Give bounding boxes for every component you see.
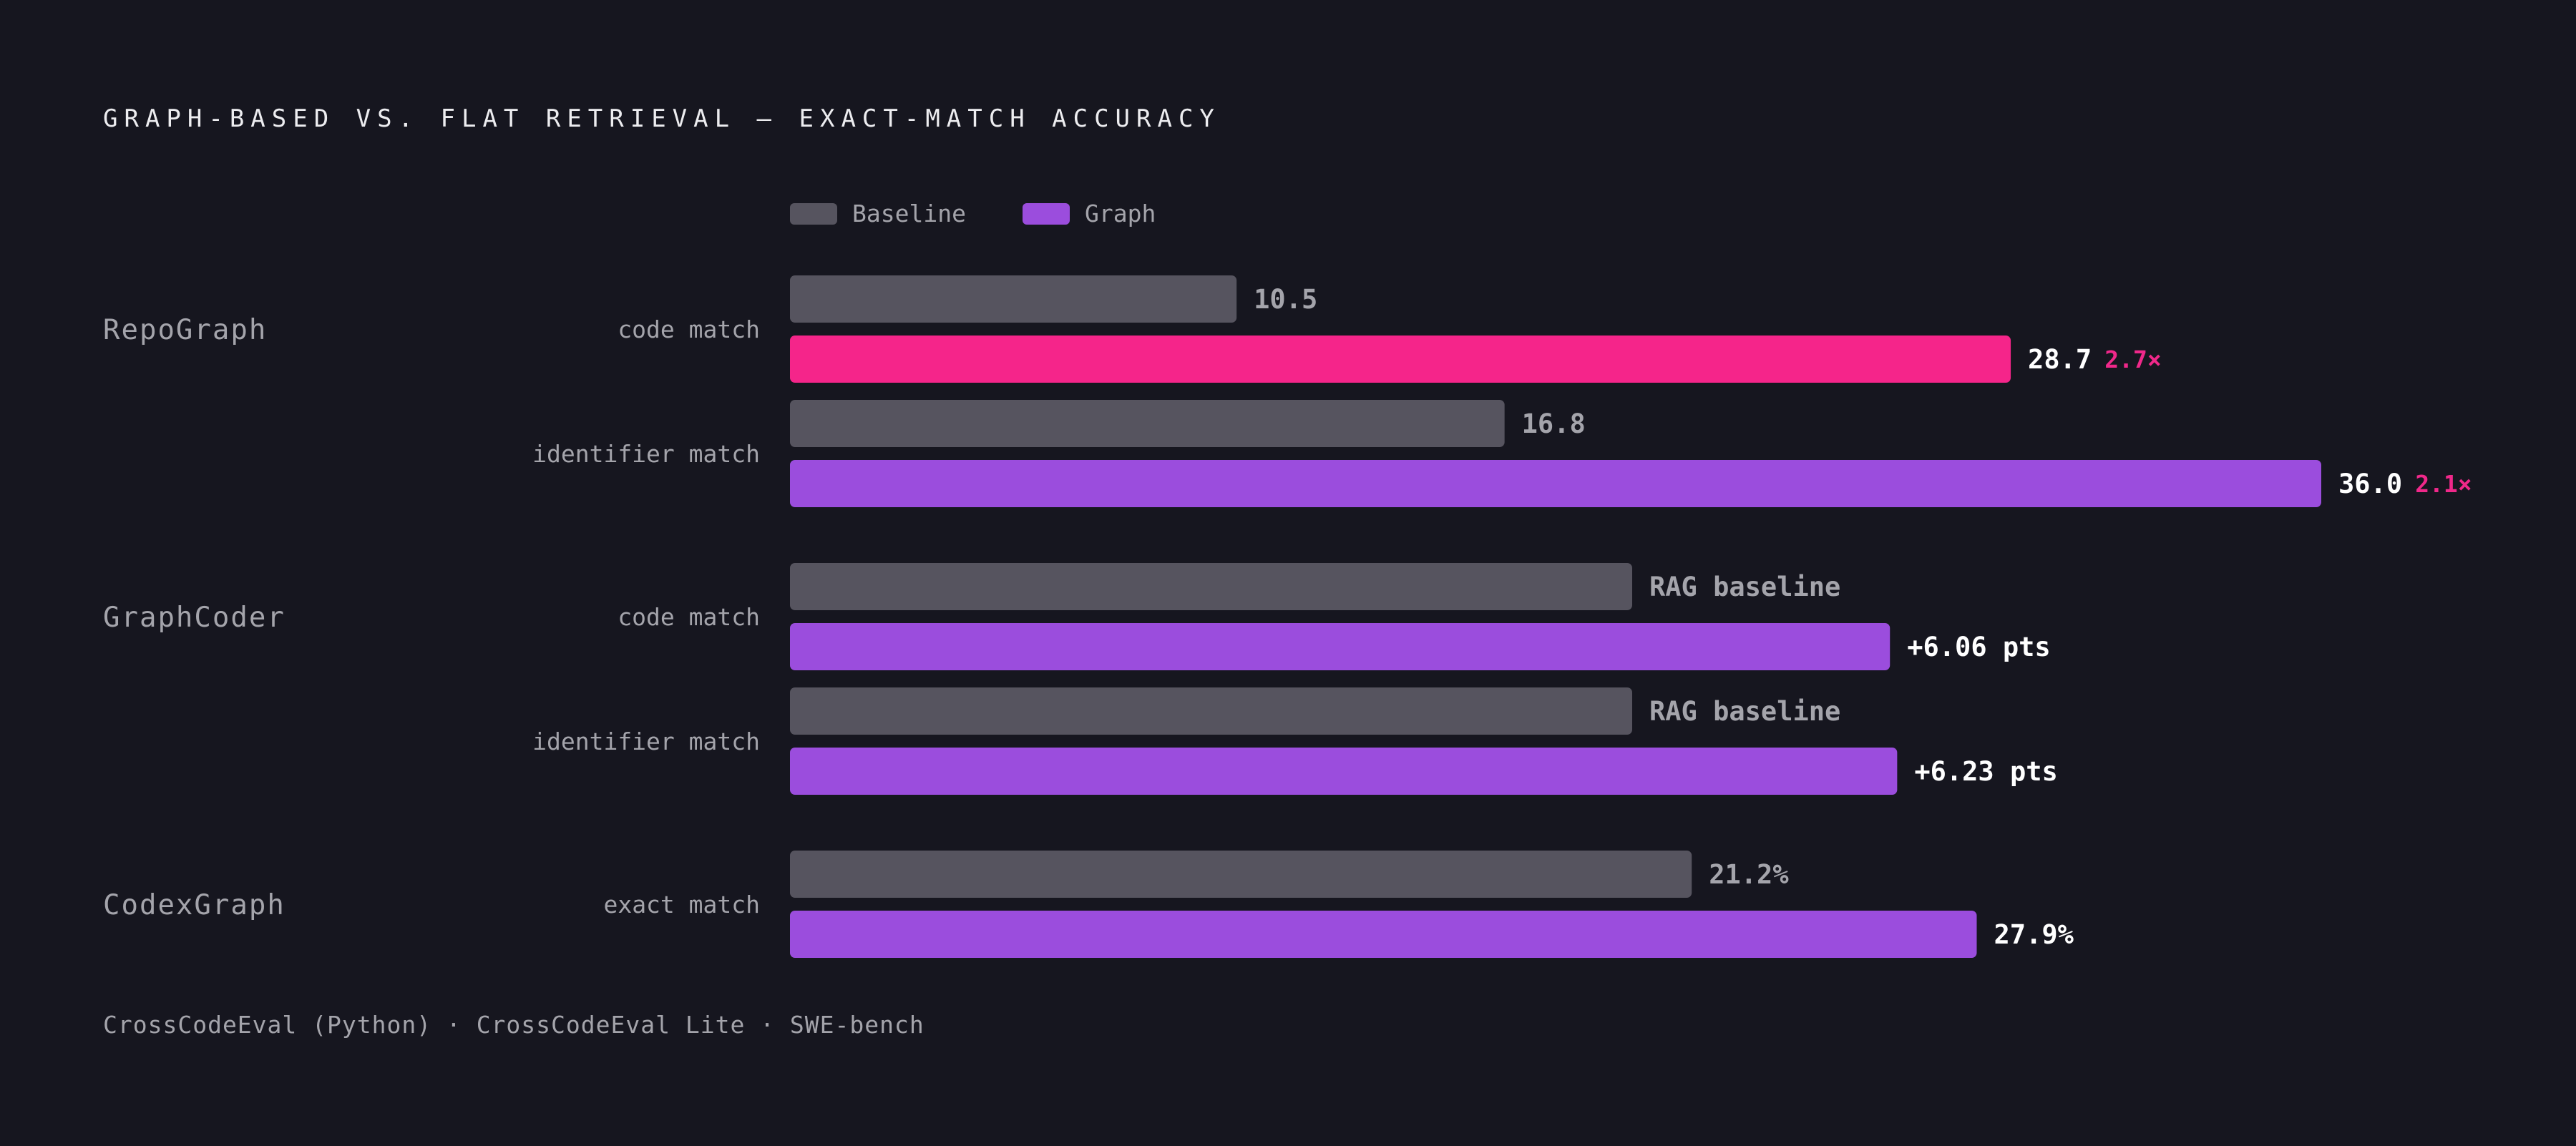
chart-title: GRAPH-BASED VS. FLAT RETRIEVAL — EXACT-M…: [103, 104, 1221, 133]
value-label-baseline-repograph-code-match: 10.5: [1254, 284, 1317, 315]
value-label-graph-repograph-identifier-match: 36.0: [2338, 469, 2402, 499]
bar-baseline-graphcoder-identifier-match: [790, 687, 1632, 735]
value-label-baseline-graphcoder-identifier-match: RAG baseline: [1649, 696, 1840, 727]
value-label-graph-graphcoder-code-match: +6.06 pts: [1907, 632, 2050, 662]
bar-graph-graphcoder-identifier-match: [790, 748, 1898, 795]
bar-graph-codexgraph-exact-match: [790, 911, 1977, 958]
metric-label-graphcoder-identifier-match: identifier match: [532, 728, 760, 755]
group-label-codexgraph: CodexGraph: [103, 889, 286, 921]
chart-footnote: CrossCodeEval (Python) · CrossCodeEval L…: [103, 1011, 924, 1039]
bar-baseline-repograph-identifier-match: [790, 400, 1505, 447]
ratio-label-repograph-identifier-match: 2.1×: [2415, 470, 2472, 498]
legend-label-baseline: Baseline: [852, 200, 966, 227]
bar-baseline-repograph-code-match: [790, 275, 1237, 323]
bar-baseline-codexgraph-exact-match: [790, 851, 1692, 898]
metric-label-codexgraph-exact-match: exact match: [603, 891, 760, 919]
value-label-baseline-graphcoder-code-match: RAG baseline: [1649, 572, 1840, 602]
value-label-graph-codexgraph-exact-match: 27.9%: [1994, 919, 2074, 950]
bars-layer: code match 10.5 28.7 2.7× identifier match 16…: [103, 275, 2472, 958]
bar-graph-graphcoder-code-match: [790, 623, 1890, 670]
value-label-graph-repograph-code-match: 28.7: [2028, 344, 2092, 375]
metric-label-repograph-code-match: code match: [618, 315, 760, 343]
value-label-baseline-repograph-identifier-match: 16.8: [1522, 408, 1586, 439]
metric-label-graphcoder-code-match: code match: [618, 603, 760, 631]
legend-swatch-baseline: [790, 203, 837, 225]
group-label-graphcoder: GraphCoder: [103, 602, 286, 634]
bar-graph-repograph-code-match: [790, 336, 2011, 383]
value-label-graph-graphcoder-identifier-match: +6.23 pts: [1914, 756, 2057, 787]
legend-swatch-graph: [1023, 203, 1070, 225]
bar-graph-repograph-identifier-match: [790, 460, 2321, 507]
ratio-label-repograph-code-match: 2.7×: [2104, 346, 2161, 373]
legend: Baseline Graph: [790, 200, 1156, 227]
value-label-baseline-codexgraph-exact-match: 21.2%: [1709, 859, 1789, 890]
bar-baseline-graphcoder-code-match: [790, 563, 1632, 610]
legend-label-graph: Graph: [1085, 200, 1156, 227]
group-label-repograph: RepoGraph: [103, 314, 267, 346]
metric-label-repograph-identifier-match: identifier match: [532, 440, 760, 468]
